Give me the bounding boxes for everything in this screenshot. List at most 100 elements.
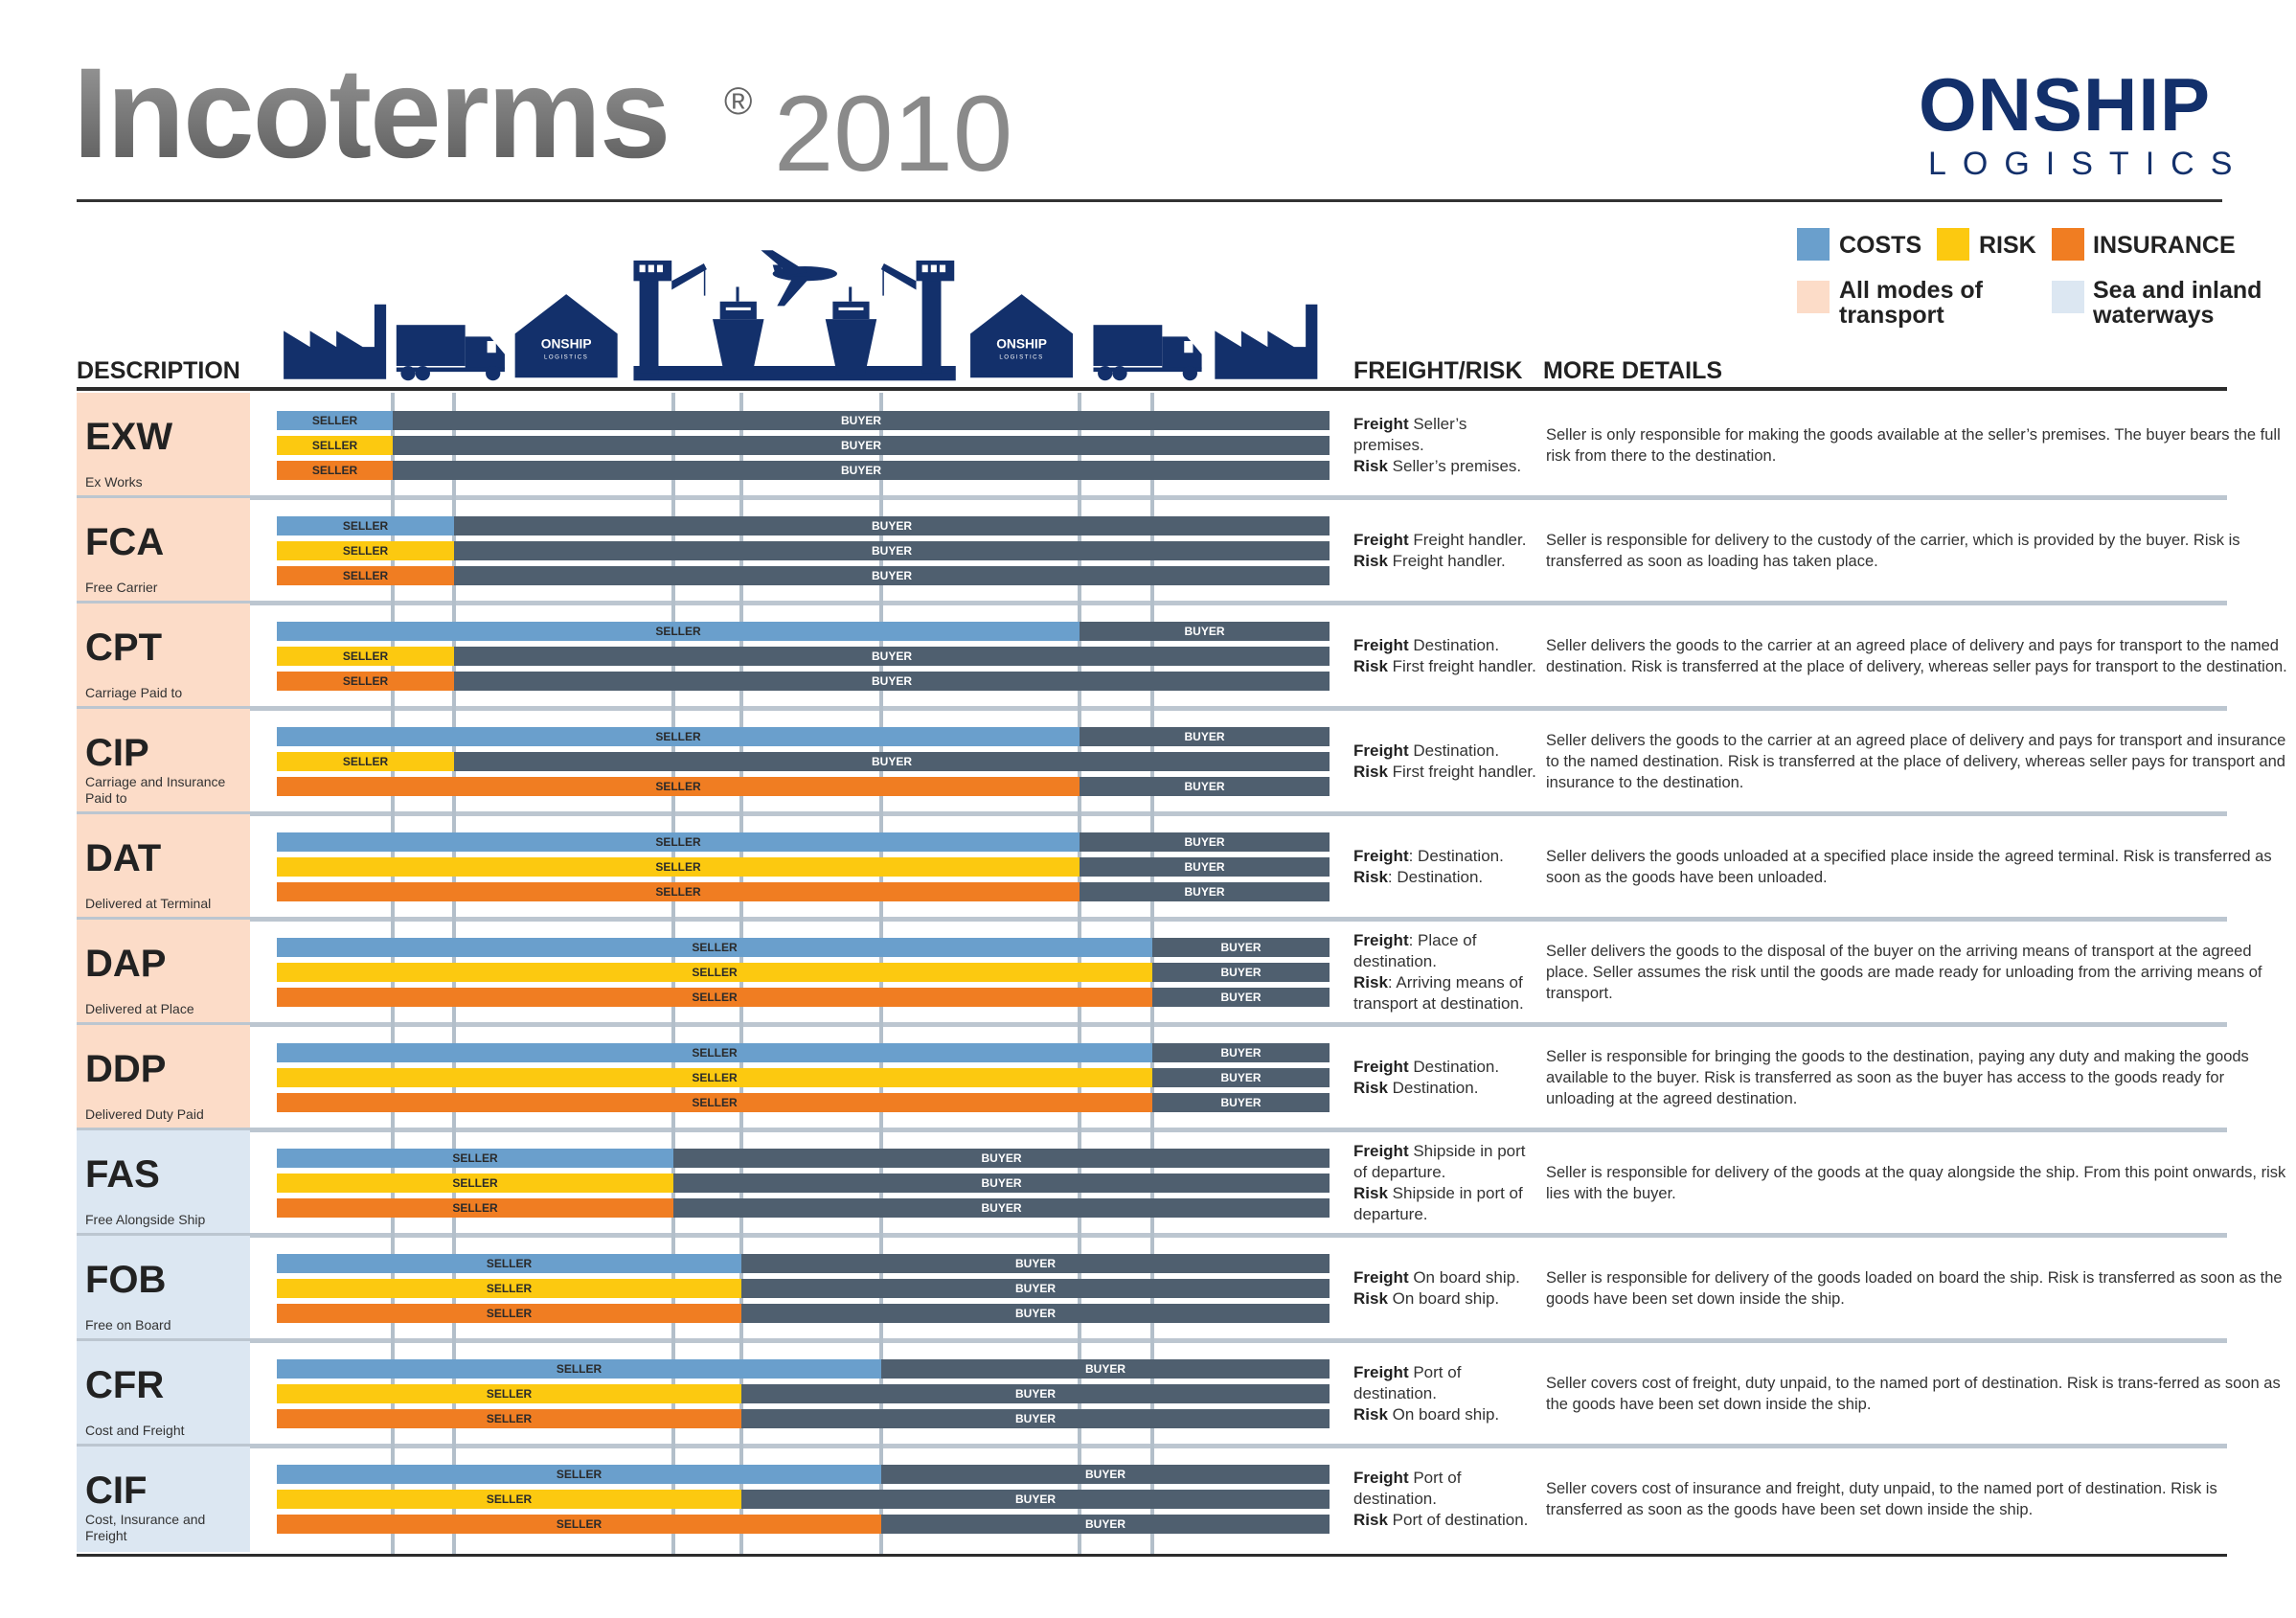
freight-risk-cell: Freight Freight handler. Risk Freight han… — [1353, 498, 1540, 604]
incoterm-name: Carriage and Insurance Paid to — [85, 774, 226, 806]
buyer-bar-risk: BUYER — [1080, 857, 1330, 877]
company-logo: ONSHIP — [1919, 62, 2212, 147]
seller-bar-costs: SELLER — [277, 411, 393, 430]
more-details-cell: Seller covers cost of freight, duty unpa… — [1546, 1341, 2293, 1447]
seller-bar-risk: SELLER — [277, 857, 1080, 877]
description-cell: DDP Delivered Duty Paid — [77, 1025, 250, 1130]
buyer-bar-risk: BUYER — [741, 1384, 1330, 1403]
description-cell: DAP Delivered at Place — [77, 920, 250, 1025]
legend-swatch-sea — [2052, 281, 2084, 313]
buyer-bar-insurance: BUYER — [741, 1409, 1330, 1428]
more-details-text: Seller delivers the goods to the carrier… — [1546, 637, 2287, 675]
more-details-text: Seller delivers the goods to the carrier… — [1546, 732, 2286, 791]
freight-risk-cell: Freight Destination. Risk Destination. — [1353, 1025, 1540, 1130]
ship-icon — [825, 286, 877, 376]
freight-label: Freight — [1353, 636, 1409, 654]
freight-value: Freight handler. — [1408, 531, 1527, 549]
seller-bar-insurance: SELLER — [277, 777, 1080, 796]
freight-risk-cell: Freight Destination. Risk First freight h… — [1353, 604, 1540, 709]
freight-value: Port of destination. — [1353, 1469, 1462, 1508]
freight-risk-cell: Freight Destination. Risk First freight h… — [1353, 709, 1540, 814]
freight-risk-text: Freight Freight handler. Risk Freight han… — [1353, 530, 1540, 572]
more-details-text: Seller is responsible for delivery of th… — [1546, 1269, 2283, 1308]
more-details-cell: Seller is responsible for delivery of th… — [1546, 1236, 2293, 1341]
seller-bar-risk: SELLER — [277, 541, 454, 560]
incoterm-name: Free Carrier — [85, 580, 158, 595]
incoterm-name: Carriage Paid to — [85, 685, 183, 700]
incoterm-code: CIP — [85, 732, 149, 774]
column-header-freight-risk: FREIGHT/RISK — [1353, 357, 1523, 384]
freight-label: Freight — [1353, 1268, 1409, 1287]
truck-icon — [396, 325, 505, 381]
incoterm-name: Cost and Freight — [85, 1423, 185, 1438]
buyer-bar-insurance: BUYER — [454, 566, 1330, 585]
seller-bar-costs: SELLER — [277, 1149, 673, 1168]
incoterm-name: Delivered Duty Paid — [85, 1106, 204, 1122]
freight-label: Freight — [1353, 1469, 1409, 1487]
more-details-cell: Seller delivers the goods to the disposa… — [1546, 920, 2293, 1025]
header-divider — [77, 199, 2222, 202]
legend-label-all-modes: All modes of transport — [1839, 277, 1984, 329]
buyer-bar-risk: BUYER — [1152, 963, 1330, 982]
freight-risk-text: Freight On board ship. Risk On board ship… — [1353, 1267, 1540, 1310]
seller-bar-costs: SELLER — [277, 1043, 1152, 1062]
warehouse-icon — [514, 294, 618, 378]
risk-label: Risk — [1353, 1184, 1388, 1202]
seller-bar-insurance: SELLER — [277, 461, 393, 480]
page-year: 2010 — [774, 74, 1013, 194]
legend-label-risk: RISK — [1979, 232, 2036, 259]
more-details-cell: Seller delivers the goods to the carrier… — [1546, 604, 2293, 709]
seller-bar-insurance: SELLER — [277, 882, 1080, 901]
freight-risk-text: Freight Shipside in port of departure. Ri… — [1353, 1141, 1540, 1225]
legend-label-sea: Sea and inland waterways — [2093, 277, 2262, 329]
legend-label-insurance: INSURANCE — [2093, 232, 2236, 259]
seller-bar-costs: SELLER — [277, 727, 1080, 746]
seller-bar-risk: SELLER — [277, 436, 393, 455]
risk-label: Risk — [1353, 973, 1388, 991]
port-crane-icon — [633, 260, 956, 381]
more-details-text: Seller delivers the goods unloaded at a … — [1546, 848, 2272, 886]
risk-label: Risk — [1353, 763, 1388, 781]
freight-risk-cell: Freight Port of destination. Risk On boar… — [1353, 1341, 1540, 1447]
risk-label: Risk — [1353, 1289, 1388, 1308]
buyer-bar-costs: BUYER — [1152, 938, 1330, 957]
more-details-text: Seller is responsible for bringing the g… — [1546, 1048, 2249, 1107]
seller-bar-insurance: SELLER — [277, 1515, 881, 1534]
freight-value: Destination. — [1408, 1058, 1500, 1076]
seller-bar-risk: SELLER — [277, 1279, 741, 1298]
freight-risk-cell: Freight: Destination. Risk: Destination. — [1353, 814, 1540, 920]
seller-bar-risk: SELLER — [277, 752, 454, 771]
more-details-cell: Seller is only responsible for making th… — [1546, 393, 2293, 498]
factory-icon — [1215, 304, 1318, 379]
freight-value: : Destination. — [1408, 847, 1504, 865]
buyer-bar-insurance: BUYER — [881, 1515, 1330, 1534]
freight-value: Seller’s premises. — [1353, 415, 1467, 454]
freight-risk-text: Freight: Place of destination. Risk: Arri… — [1353, 930, 1540, 1014]
more-details-text: Seller is responsible for delivery of th… — [1546, 1164, 2286, 1202]
seller-bar-costs: SELLER — [277, 938, 1152, 957]
description-cell: FCA Free Carrier — [77, 498, 250, 604]
seller-bar-risk: SELLER — [277, 1490, 741, 1509]
buyer-bar-risk: BUYER — [454, 647, 1330, 666]
freight-label: Freight — [1353, 931, 1409, 949]
legend-label-costs: COSTS — [1839, 232, 1922, 259]
more-details-text: Seller delivers the goods to the disposa… — [1546, 943, 2262, 1002]
buyer-bar-costs: BUYER — [881, 1359, 1330, 1379]
more-details-text: Seller covers cost of freight, duty unpa… — [1546, 1375, 2281, 1413]
buyer-bar-costs: BUYER — [454, 516, 1330, 536]
buyer-bar-costs: BUYER — [1080, 622, 1330, 641]
incoterm-name: Delivered at Place — [85, 1001, 194, 1016]
more-details-cell: Seller is responsible for delivery to th… — [1546, 498, 2293, 604]
seller-bar-insurance: SELLER — [277, 672, 454, 691]
buyer-bar-risk: BUYER — [1152, 1068, 1330, 1087]
freight-label: Freight — [1353, 741, 1409, 760]
buyer-bar-costs: BUYER — [1080, 832, 1330, 852]
legend-swatch-costs — [1797, 228, 1830, 261]
airplane-icon — [761, 250, 837, 307]
freight-risk-text: Freight: Destination. Risk: Destination. — [1353, 846, 1540, 888]
more-details-cell: Seller covers cost of insurance and frei… — [1546, 1447, 2293, 1552]
company-logo-subtitle: LOGISTICS — [1928, 146, 2249, 182]
buyer-bar-risk: BUYER — [673, 1174, 1330, 1193]
buyer-bar-costs: BUYER — [881, 1465, 1330, 1484]
